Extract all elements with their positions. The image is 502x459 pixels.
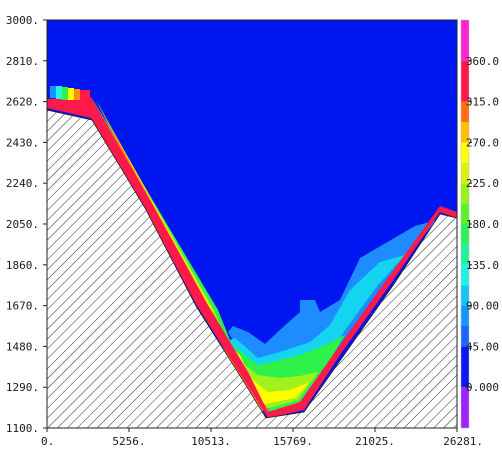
contour-band-crest-strip: [68, 88, 74, 100]
colorbar-band: [461, 244, 469, 265]
colorbar-band: [461, 326, 469, 347]
colorbar-band: [461, 183, 469, 204]
y-tick-label: 1290.: [6, 381, 39, 394]
contour-band-crest-strip: [80, 90, 90, 100]
x-tick-label: 0.: [41, 435, 54, 448]
colorbar-band: [461, 387, 469, 428]
colorbar-tick-label: 360.0: [466, 55, 499, 68]
colorbar-band: [461, 122, 469, 143]
contour-band-crest-strip: [56, 86, 62, 99]
y-tick-label: 2620.: [6, 96, 39, 109]
colorbar-tick-label: 135.0: [466, 259, 499, 272]
y-tick-label: 1860.: [6, 259, 39, 272]
y-tick-label: 3000.: [6, 14, 39, 27]
colorbar-band: [461, 20, 469, 61]
y-tick-label: 2810.: [6, 55, 39, 68]
colorbar-tick-label: 0.000: [466, 381, 499, 394]
y-tick-label: 2240.: [6, 177, 39, 190]
colorbar-band: [461, 285, 469, 306]
y-axis: 1100. 1290. 1480. 1670. 1860. 2050. 2240. 2430.…: [6, 14, 47, 435]
contour-band-crest-strip: [74, 89, 80, 100]
y-tick-label: 2430.: [6, 136, 39, 149]
y-tick-label: 2050.: [6, 218, 39, 231]
contour-band-yellow-green: [96, 100, 318, 410]
colorbar-band: [461, 264, 469, 286]
y-tick-label: 1670.: [6, 300, 39, 313]
contour-band-light-blue: [92, 98, 437, 412]
colorbar-tick-label: 180.0: [466, 218, 499, 231]
colorbar-band: [461, 203, 469, 224]
y-tick-label: 1100.: [6, 422, 39, 435]
contour-band-crest-strip: [50, 86, 56, 98]
colorbar-band: [461, 142, 469, 163]
x-tick-label: 15769.: [273, 435, 313, 448]
x-tick-label: 5256.: [112, 435, 145, 448]
x-tick-label: 10513.: [191, 435, 231, 448]
colorbar-tick-label: 90.00: [466, 300, 499, 313]
colorbar-tick-label: 45.00: [466, 340, 499, 353]
colorbar-band: [461, 101, 469, 122]
colorbar-band: [461, 305, 469, 326]
x-tick-label: 21025.: [355, 435, 395, 448]
contour-band-crest-strip: [62, 87, 68, 100]
colorbar-band: [461, 60, 469, 102]
colorbar-band: [461, 162, 469, 184]
x-axis: 0. 5256. 10513. 15769. 21025. 26281.: [41, 428, 483, 448]
colorbar-tick-label: 315.0: [466, 96, 499, 109]
colorbar-tick-label: 225.0: [466, 177, 499, 190]
contour-band-cyan: [92, 98, 405, 412]
y-tick-label: 1480.: [6, 340, 39, 353]
colorbar-band: [461, 224, 469, 245]
colorbar-band: [461, 346, 469, 388]
contour-fields: [47, 86, 457, 418]
colorbar-tick-label: 270.0: [466, 136, 499, 149]
colorbar: 0.000 45.00 90.00 135.0 180.0 225.0 270.0 315.0…: [460, 19, 499, 429]
x-tick-label: 26281.: [443, 435, 483, 448]
